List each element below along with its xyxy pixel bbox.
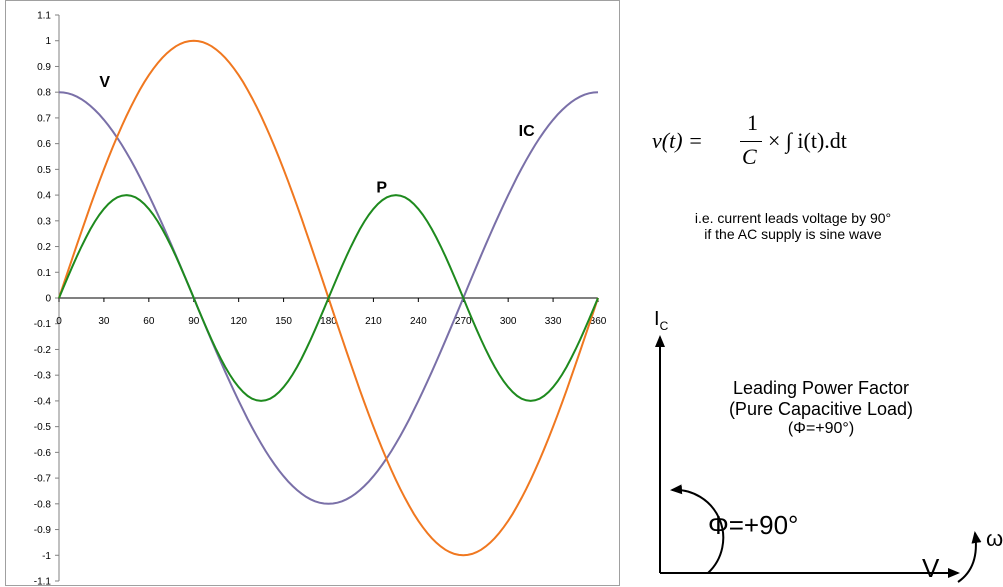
y-tick-label: -1.1 — [34, 577, 52, 587]
v-label: V — [922, 553, 940, 583]
waveform-chart: 1.1 1 0.9 0.8 0.7 0.6 0.5 0.4 0.3 0.2 0.1 0 -0.1 -0.2… — [34, 11, 607, 587]
formula-rhs: × ∫ i(t).dt — [768, 128, 847, 153]
x-tick-label: 360 — [590, 316, 607, 327]
chart-frame: 1.1 1 0.9 0.8 0.7 0.6 0.5 0.4 0.3 0.2 0.1 0 -0.1 -0.2… — [5, 0, 620, 587]
y-tick-label: -0.9 — [34, 525, 52, 536]
y-tick-label: -0.2 — [34, 345, 52, 356]
phase-note: i.e. current leads voltage by 90° if the… — [628, 210, 958, 242]
y-tick-label: 0.9 — [37, 62, 51, 73]
y-tick-label: -0.7 — [34, 474, 52, 485]
y-tick-label: 0.2 — [37, 242, 51, 253]
y-tick-label: 1.1 — [37, 11, 51, 22]
formula-denominator: C — [742, 144, 757, 169]
x-tick-label: 60 — [143, 316, 155, 327]
x-tick-label: 90 — [188, 316, 200, 327]
y-tick-label: -0.4 — [34, 396, 52, 407]
x-tick-label: 240 — [410, 316, 427, 327]
omega-label: ω — [986, 526, 1003, 551]
y-tick-label: 0.1 — [37, 268, 51, 279]
y-tick-label: 0.5 — [37, 165, 51, 176]
phi-angle-label: Φ=+90° — [708, 510, 799, 540]
ic-label-main: I — [654, 308, 660, 330]
x-tick-label: 30 — [98, 316, 110, 327]
series-v-label: V — [99, 74, 110, 91]
y-tick-label: 0.4 — [37, 191, 51, 202]
phi-angle-arc — [670, 484, 725, 574]
series-p-label: P — [376, 180, 387, 197]
y-tick-label: 0 — [45, 294, 51, 305]
y-tick-label: -0.5 — [34, 422, 52, 433]
x-tick-label: 330 — [545, 316, 562, 327]
phase-note-line2: if the AC supply is sine wave — [704, 226, 882, 242]
y-tick-label: 0.3 — [37, 216, 51, 227]
x-tick-label: 150 — [275, 316, 292, 327]
phase-note-line1: i.e. current leads voltage by 90° — [694, 210, 892, 226]
x-tick-label: 120 — [230, 316, 247, 327]
y-tick-label: 0.7 — [37, 113, 51, 124]
series-ic-label: IC — [519, 123, 535, 140]
ic-label: IC — [654, 308, 668, 333]
y-tick-label: -1 — [42, 551, 51, 562]
series-p-line — [58, 194, 599, 402]
y-tick-label: -0.6 — [34, 448, 52, 459]
pf-line3: (Φ=+90°) — [787, 420, 855, 437]
formula-numerator: 1 — [747, 110, 758, 135]
ic-label-sub: C — [659, 319, 669, 333]
pf-line1: Leading Power Factor — [732, 378, 910, 398]
x-tick-label: 300 — [500, 316, 517, 327]
omega-rotation-arc — [957, 531, 982, 583]
x-tick-label: 210 — [365, 316, 382, 327]
x-tick-label: 180 — [320, 316, 337, 327]
y-tick-label: 0.6 — [37, 139, 51, 150]
phasor-diagram — [655, 335, 982, 583]
series-ic-line — [58, 91, 599, 505]
y-tick-label: -0.8 — [34, 499, 52, 510]
capacitor-voltage-formula: v(t) = 1 C × ∫ i(t).dt — [652, 110, 982, 176]
x-tick-label: 0 — [56, 316, 62, 327]
y-tick-label: -0.3 — [34, 371, 52, 382]
formula-lhs: v(t) = — [652, 128, 703, 153]
pf-line2: (Pure Capacitive Load) — [728, 399, 914, 419]
power-factor-text: Leading Power Factor (Pure Capacitive Lo… — [671, 378, 971, 438]
formula-fraction-bar — [740, 141, 762, 142]
y-tick-label: 0.8 — [37, 88, 51, 99]
y-tick-label: 1 — [45, 36, 51, 47]
x-tick-label: 270 — [455, 316, 472, 327]
y-tick-label: -0.1 — [34, 319, 52, 330]
